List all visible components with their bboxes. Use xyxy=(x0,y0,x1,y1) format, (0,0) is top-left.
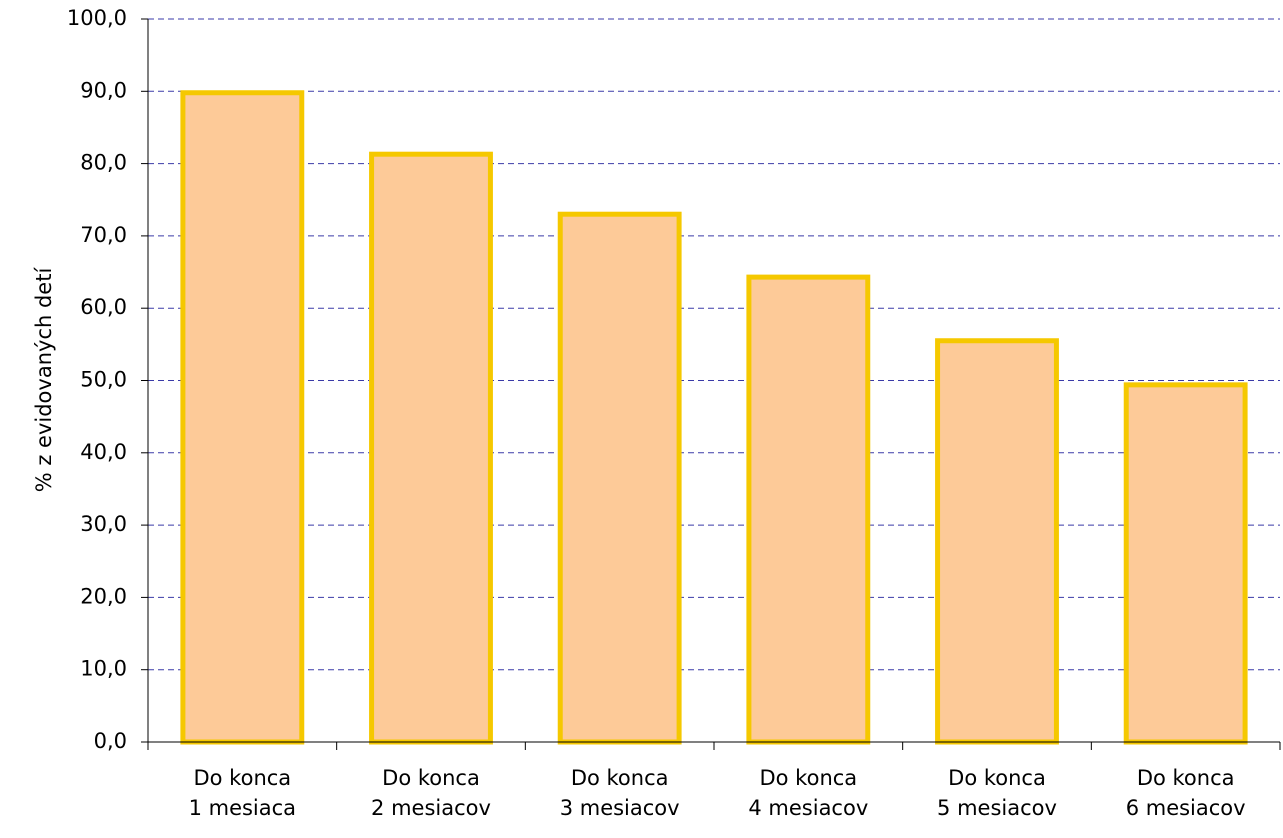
y-tick-label: 70,0 xyxy=(80,223,127,247)
x-tick-label: Do konca 1 mesiaca xyxy=(188,766,297,820)
y-tick-label: 50,0 xyxy=(80,368,127,392)
y-tick-label: 30,0 xyxy=(80,512,127,536)
x-tick-label: Do konca 3 mesiacov xyxy=(559,766,680,820)
y-tick-label: 0,0 xyxy=(94,729,127,753)
y-tick-label: 90,0 xyxy=(80,78,127,102)
y-tick-label: 40,0 xyxy=(80,440,127,464)
y-tick-label: 80,0 xyxy=(80,151,127,175)
x-tick-label: Do konca 5 mesiacov xyxy=(937,766,1057,820)
bar xyxy=(180,90,305,745)
bar xyxy=(369,151,493,745)
y-tick-label: 20,0 xyxy=(80,584,127,608)
y-tick-label: 60,0 xyxy=(80,295,127,319)
bar xyxy=(935,338,1059,745)
bar xyxy=(746,274,871,745)
x-tick-label: Do konca 6 mesiacov xyxy=(1125,766,1246,820)
y-tick-label: 10,0 xyxy=(80,657,127,681)
x-tick-label: Do konca 4 mesiacov xyxy=(748,766,869,820)
y-tick-label: 100,0 xyxy=(67,6,127,30)
y-axis-label: % z evidovaných detí xyxy=(32,267,56,493)
bar xyxy=(557,211,682,745)
x-tick-label: Do konca 2 mesiacov xyxy=(371,766,491,820)
bar xyxy=(1123,382,1248,745)
